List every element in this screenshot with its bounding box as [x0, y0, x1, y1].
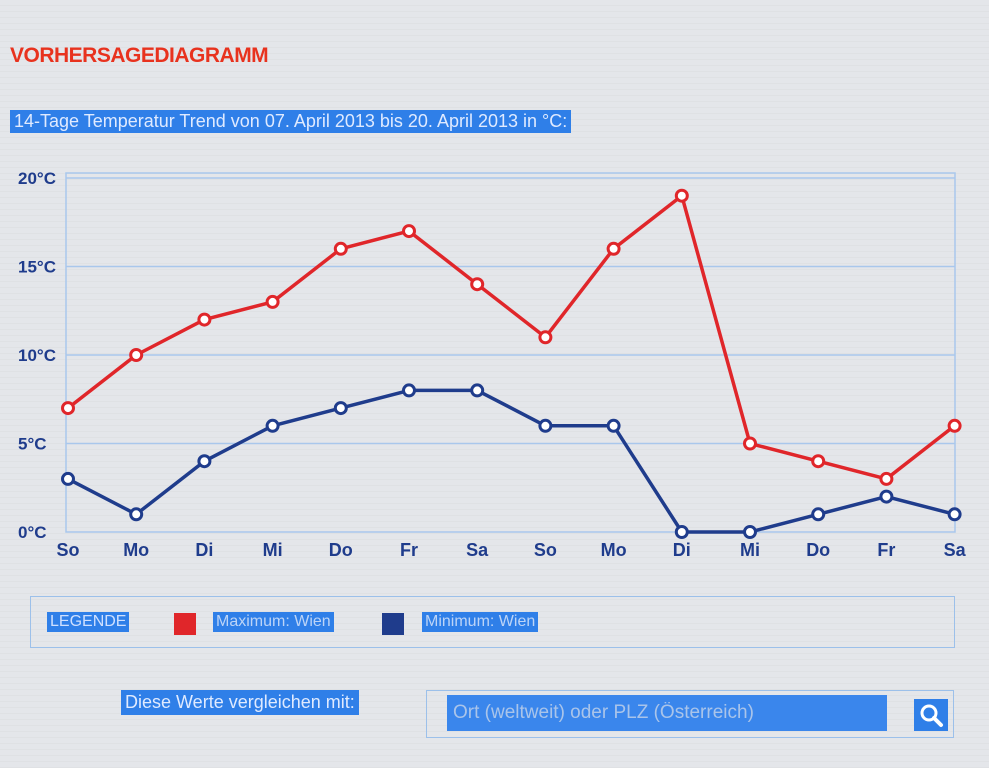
x-tick-label: Mi: [740, 540, 760, 560]
search-button[interactable]: [914, 699, 948, 731]
min-point: [674, 525, 689, 539]
x-tick-label: Sa: [466, 540, 489, 560]
x-tick-label: Fr: [400, 540, 418, 560]
y-tick-label: 20°C: [18, 169, 56, 188]
max-point: [470, 277, 485, 292]
location-search-input[interactable]: [447, 695, 887, 731]
min-point: [333, 401, 348, 416]
x-tick-label: Di: [195, 540, 213, 560]
max-point: [947, 418, 962, 433]
x-tick-label: Do: [806, 540, 830, 560]
y-tick-label: 5°C: [18, 435, 47, 454]
min-point: [947, 507, 962, 522]
max-point: [538, 330, 553, 345]
legend-title: LEGENDE: [47, 612, 130, 632]
max-point: [61, 401, 75, 416]
chart-title: 14-Tage Temperatur Trend von 07. April 2…: [10, 110, 572, 133]
min-point: [606, 418, 621, 433]
min-point: [470, 383, 485, 398]
x-tick-label: So: [534, 540, 557, 560]
temperature-chart: 0°C 5°C 10°C 15°C 20°C So Mo Di Mi Do Fr Sa So Mo Di M…: [18, 169, 967, 560]
max-point: [333, 241, 348, 256]
search-icon: [920, 704, 943, 727]
min-point: [879, 489, 894, 504]
x-tick-label: Mo: [123, 540, 149, 560]
series-min-line: [67, 388, 956, 534]
compare-field: [426, 690, 954, 738]
x-tick-label: Do: [329, 540, 353, 560]
max-point: [674, 188, 689, 203]
legend: LEGENDE Maximum: Wien Minimum: Wien: [30, 596, 955, 648]
y-tick-label: 15°C: [18, 258, 56, 277]
min-point: [538, 418, 553, 433]
x-tick-label: So: [56, 540, 79, 560]
min-point: [129, 507, 144, 522]
y-tick-label: 0°C: [18, 523, 47, 542]
max-point: [879, 471, 894, 486]
min-point: [743, 525, 757, 539]
compare-label: Diese Werte vergleichen mit:: [121, 690, 359, 715]
min-point: [61, 471, 75, 486]
min-point: [811, 507, 826, 522]
min-point: [265, 418, 280, 433]
legend-label-min: Minimum: Wien: [422, 612, 539, 632]
legend-swatch-min: [382, 613, 404, 635]
min-point: [402, 383, 416, 398]
x-tick-label: Mi: [263, 540, 283, 560]
x-tick-label: Di: [673, 540, 691, 560]
max-point: [811, 454, 826, 469]
x-tick-label: Fr: [877, 540, 895, 560]
legend-swatch-max: [174, 613, 196, 635]
y-tick-label: 10°C: [18, 346, 56, 365]
max-point: [743, 436, 757, 451]
max-point: [197, 312, 212, 327]
max-point: [402, 224, 416, 239]
min-point: [197, 454, 212, 469]
max-point: [129, 348, 144, 362]
legend-label-max: Maximum: Wien: [213, 612, 334, 632]
max-point: [265, 294, 280, 309]
max-point: [606, 241, 621, 256]
plot-frame: [65, 172, 956, 533]
series-max-line: [66, 193, 956, 481]
x-tick-label: Mo: [601, 540, 627, 560]
page-title: VORHERSAGEDIAGRAMM: [10, 44, 269, 67]
x-tick-label: Sa: [944, 540, 967, 560]
